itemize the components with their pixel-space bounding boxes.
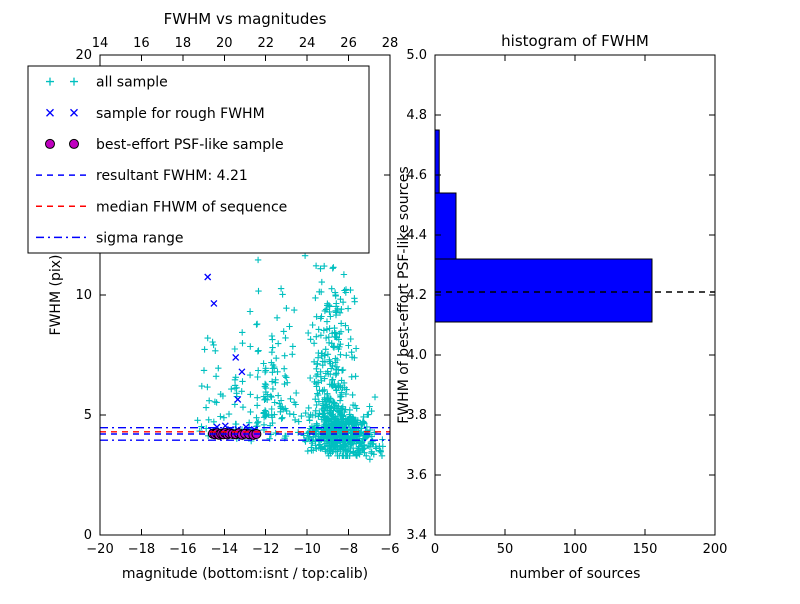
svg-text:0: 0 (431, 542, 439, 557)
legend-item: all sample (46, 75, 168, 91)
svg-text:−18: −18 (128, 542, 155, 557)
legend-item-label: best-effort PSF-like sample (96, 137, 284, 153)
rough-fwhm-series (204, 273, 261, 438)
reference-lines (100, 427, 390, 441)
svg-text:3.4: 3.4 (406, 528, 427, 543)
svg-text:26: 26 (340, 36, 357, 51)
svg-text:−10: −10 (293, 542, 320, 557)
svg-text:5.0: 5.0 (406, 48, 427, 63)
svg-text:22: 22 (257, 36, 274, 51)
svg-text:16: 16 (133, 36, 150, 51)
svg-text:5: 5 (84, 408, 92, 423)
scatter-plot: −20 −18 −16 −14 −12 −10 −8 −6 14 16 18 20 22 24 26 28 0 5… (75, 36, 399, 557)
svg-text:4.4: 4.4 (406, 228, 427, 243)
legend-item-label: sample for rough FWHM (96, 106, 265, 122)
all-sample-series (194, 213, 386, 463)
legend-item: best-effort PSF-like sample (45, 137, 284, 153)
svg-text:−8: −8 (339, 542, 358, 557)
svg-text:4.0: 4.0 (406, 348, 427, 363)
svg-text:3.6: 3.6 (406, 468, 427, 483)
svg-text:0: 0 (84, 528, 92, 543)
legend-item-label: sigma range (96, 230, 183, 246)
histogram-ticks: 0 50 100 150 200 3.4 3.6 3.8 4.0 4.2 4.4 4.6 4.8 5.0 (406, 48, 727, 557)
svg-text:4.8: 4.8 (406, 108, 427, 123)
histogram-plot-title: histogram of FWHM (501, 32, 649, 50)
svg-text:3.8: 3.8 (406, 408, 427, 423)
histogram-yaxis-label: FWHM of best-effort PSF-like sources (396, 166, 412, 423)
svg-text:4.2: 4.2 (406, 288, 427, 303)
svg-text:4.6: 4.6 (406, 168, 427, 183)
svg-text:−20: −20 (86, 542, 113, 557)
scatter-yaxis-label: FWHM (pix) (48, 255, 64, 336)
scatter-plot-title: FWHM vs magnitudes (164, 10, 327, 28)
svg-text:−16: −16 (169, 542, 196, 557)
histogram-xaxis-label: number of sources (510, 566, 641, 582)
legend-item-label: median FHWM of sequence (96, 199, 287, 215)
svg-text:10: 10 (75, 288, 92, 303)
histogram-plot: 0 50 100 150 200 3.4 3.6 3.8 4.0 4.2 4.4 4.6 4.8 5.0 (406, 48, 727, 557)
legend-item: sample for rough FWHM (46, 106, 265, 122)
legend-item: median FHWM of sequence (36, 199, 287, 215)
legend: all sample sample for rough FWHM best-effo… (27, 65, 370, 254)
legend-item-label: all sample (96, 75, 168, 91)
svg-text:20: 20 (216, 36, 233, 51)
svg-text:28: 28 (382, 36, 399, 51)
svg-text:−6: −6 (380, 542, 399, 557)
svg-text:50: 50 (497, 542, 514, 557)
scatter-ticks: −20 −18 −16 −14 −12 −10 −8 −6 14 16 18 20 22 24 26 28 0 5… (75, 36, 399, 557)
svg-text:100: 100 (563, 542, 588, 557)
svg-text:−14: −14 (211, 542, 238, 557)
svg-text:18: 18 (175, 36, 192, 51)
svg-text:14: 14 (92, 36, 109, 51)
legend-item: sigma range (36, 230, 183, 246)
legend-item-label: resultant FWHM: 4.21 (96, 168, 248, 184)
histogram-bars (434, 129, 653, 323)
svg-text:24: 24 (299, 36, 316, 51)
legend-item: resultant FWHM: 4.21 (36, 168, 248, 184)
svg-text:150: 150 (633, 542, 658, 557)
svg-text:20: 20 (75, 48, 92, 63)
svg-text:−12: −12 (252, 542, 279, 557)
scatter-xaxis-label: magnitude (bottom:isnt / top:calib) (122, 566, 368, 582)
svg-text:200: 200 (703, 542, 728, 557)
